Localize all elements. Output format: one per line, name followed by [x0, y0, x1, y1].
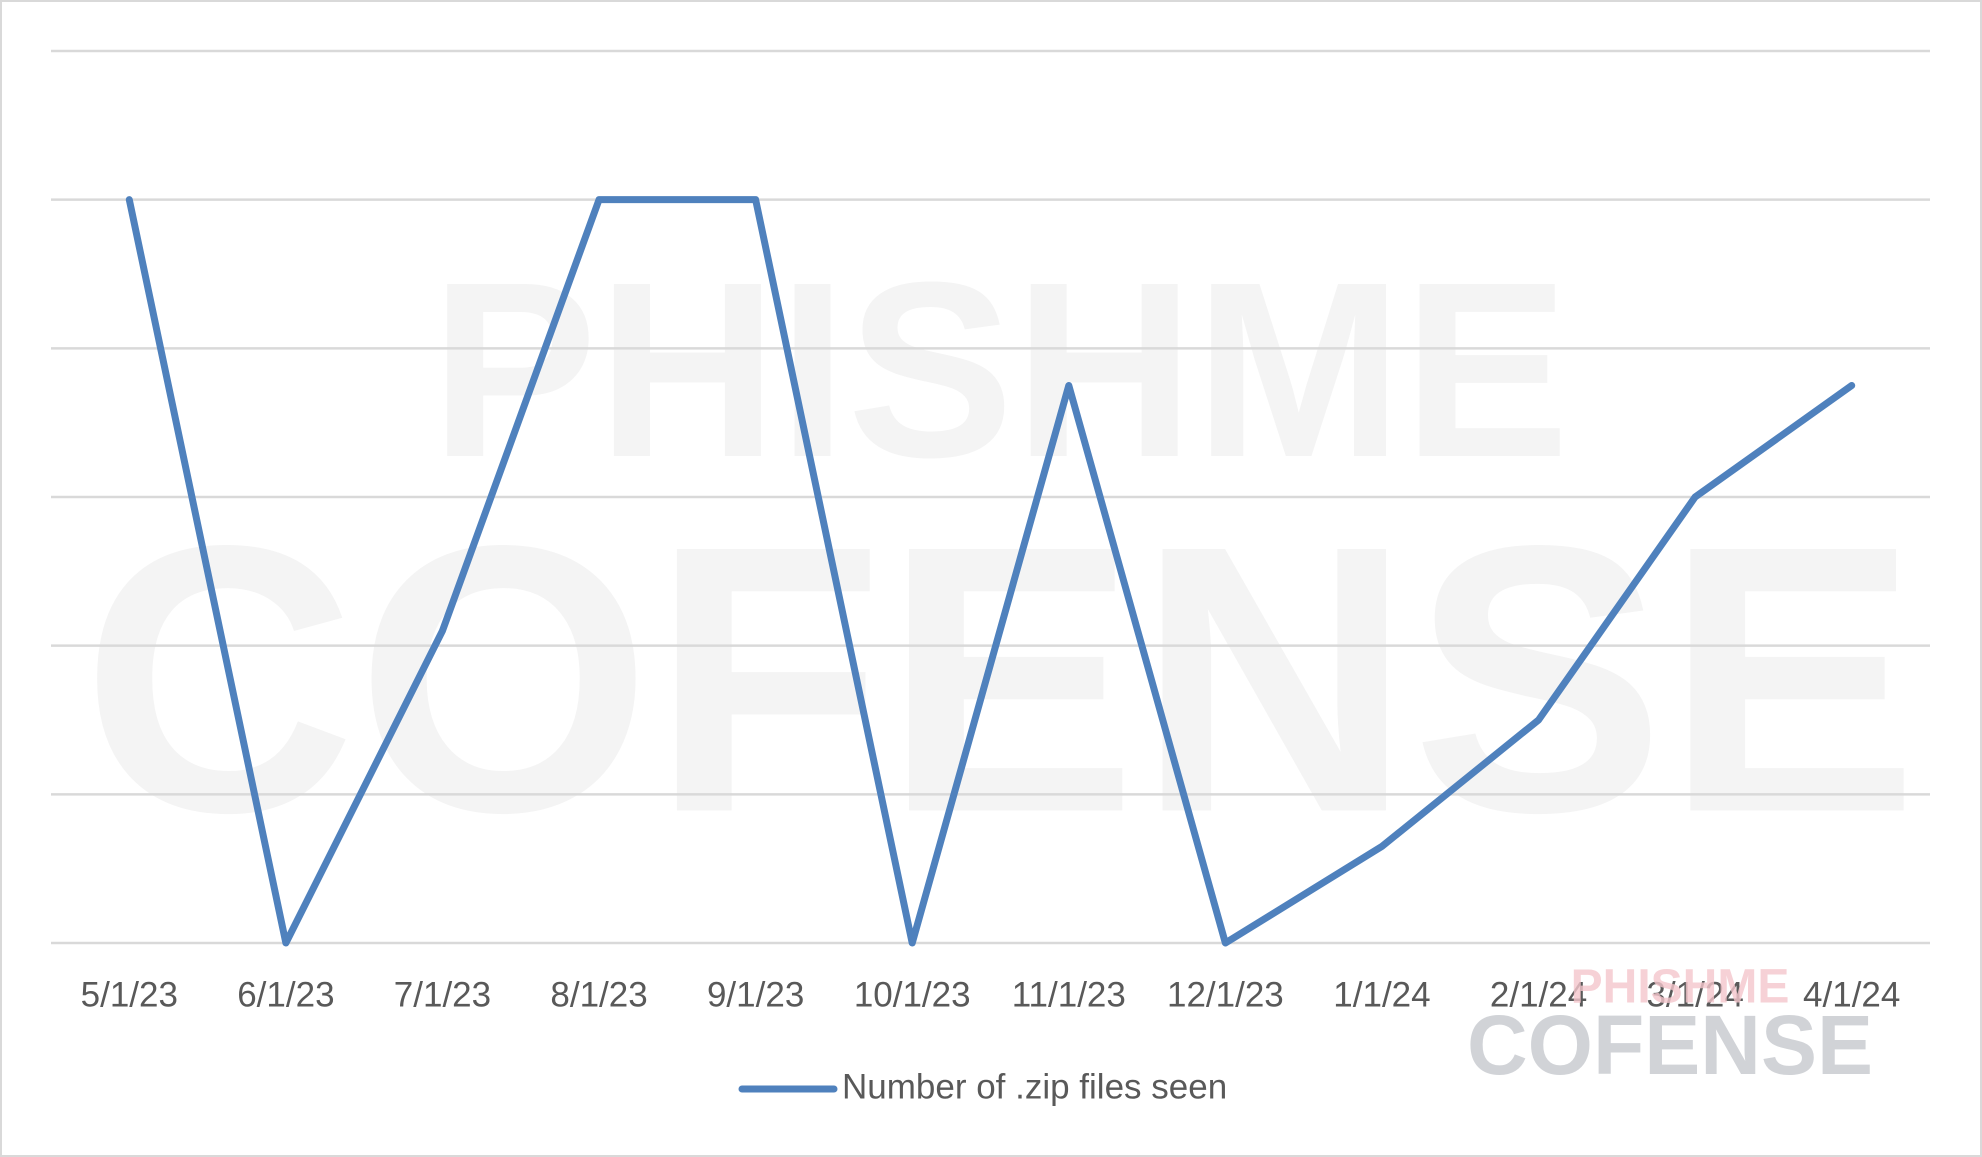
- x-tick-label: 5/1/23: [81, 975, 178, 1014]
- watermark: PHISHME: [430, 230, 1569, 509]
- x-tick-label: 12/1/23: [1167, 975, 1284, 1014]
- logo-text: PHISHME: [1571, 961, 1790, 1014]
- data-line: [125, 196, 1856, 947]
- x-tick-label: 8/1/23: [550, 975, 647, 1014]
- logo-text: COFENSE: [1467, 998, 1873, 1092]
- x-tick-label: 9/1/23: [707, 975, 804, 1014]
- watermark: COFENSE: [82, 466, 1919, 891]
- x-tick-label: 7/1/23: [394, 975, 491, 1014]
- x-tick-label: 1/1/24: [1333, 975, 1430, 1014]
- x-tick-label: 3/1/24: [1646, 975, 1743, 1014]
- x-tick-label: 4/1/24: [1803, 975, 1900, 1014]
- x-tick-label: 2/1/24: [1490, 975, 1587, 1014]
- x-tick-label: 6/1/23: [237, 975, 334, 1014]
- x-tick-label: 11/1/23: [1012, 975, 1126, 1014]
- legend-label: Number of .zip files seen: [842, 1067, 1227, 1106]
- x-tick-label: 10/1/23: [854, 975, 971, 1014]
